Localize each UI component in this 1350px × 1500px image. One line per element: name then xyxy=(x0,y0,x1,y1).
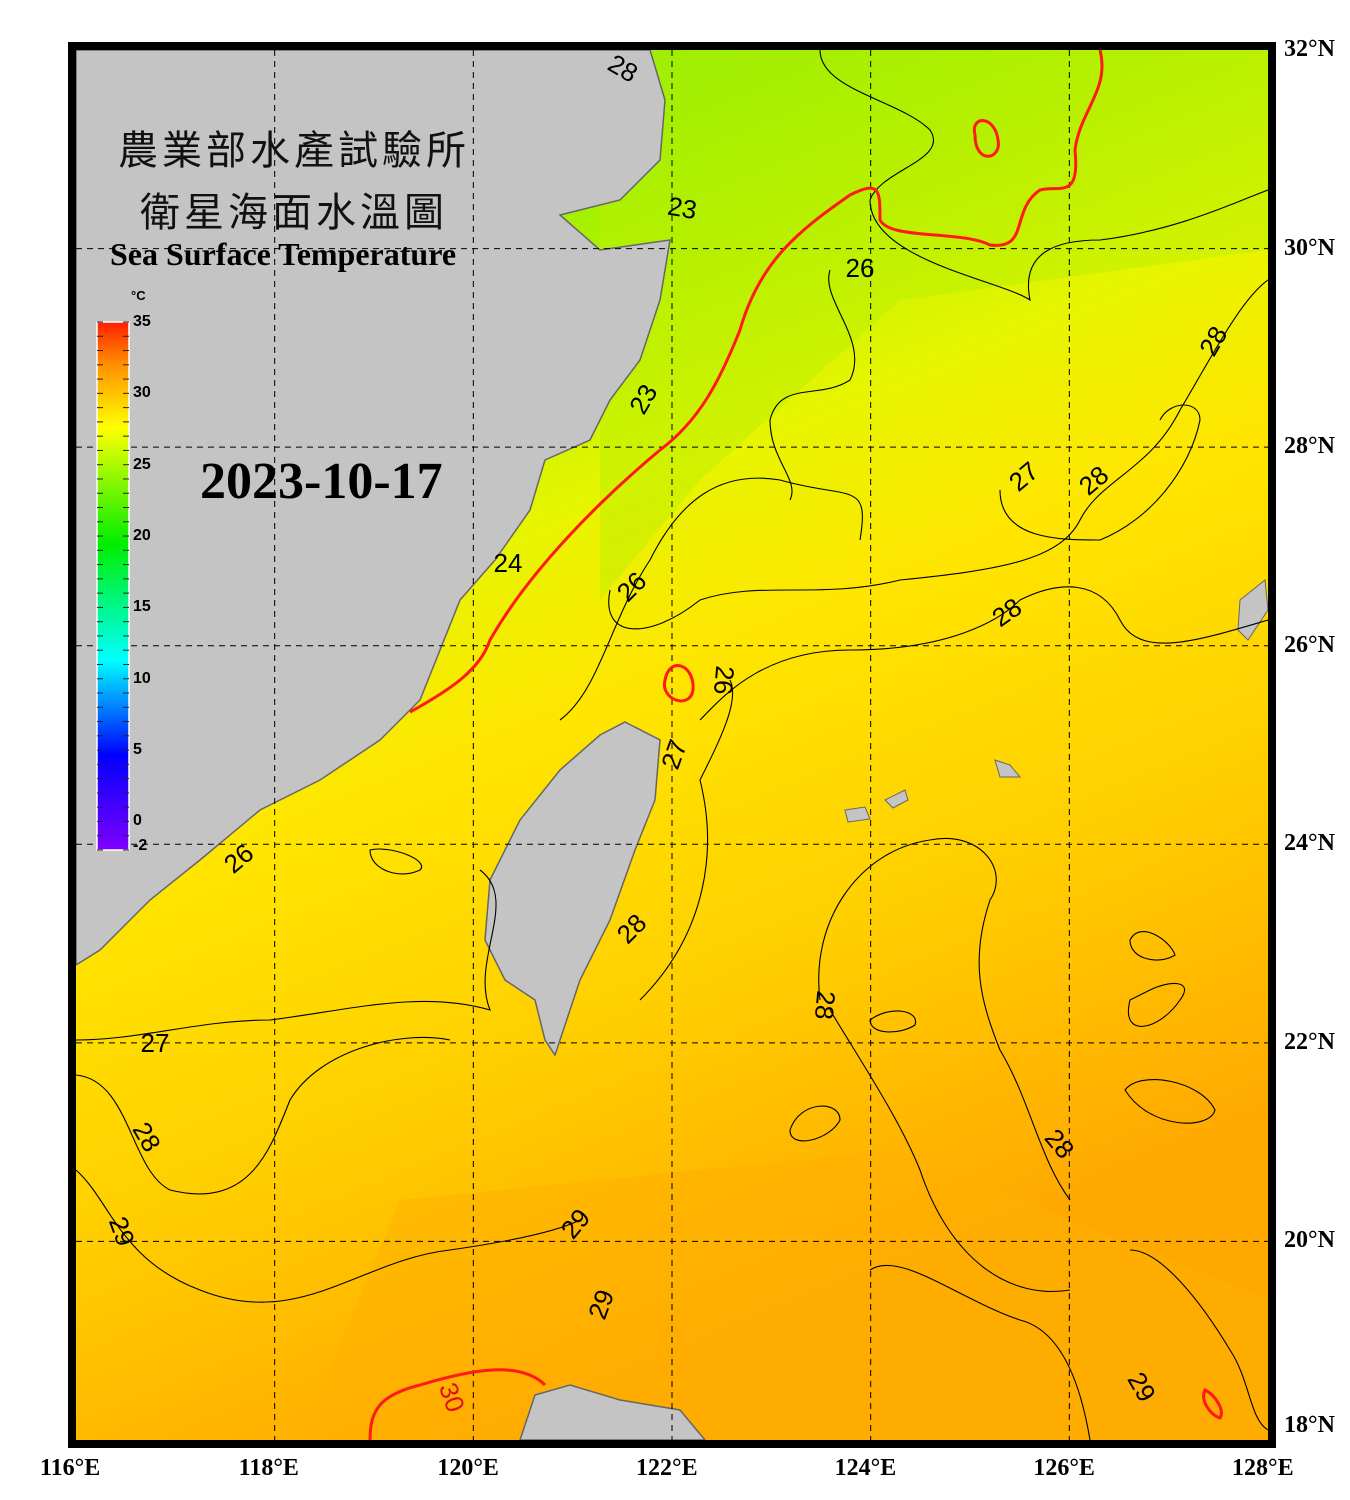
contour-label: 27 xyxy=(141,1028,170,1058)
colorbar-tick-label: 10 xyxy=(133,669,151,687)
lon-label: 126°E xyxy=(1033,1455,1095,1481)
title-english: Sea Surface Temperature xyxy=(110,236,457,272)
title-line1: 農業部水產試驗所 xyxy=(118,128,470,174)
colorbar-tick-label: 15 xyxy=(133,598,151,616)
lon-label: 128°E xyxy=(1232,1455,1294,1481)
lon-label: 124°E xyxy=(834,1455,897,1481)
lat-label: 28°N xyxy=(1284,433,1335,460)
contour-label: 26 xyxy=(708,664,740,695)
colorbar-tick-label: 20 xyxy=(133,527,151,545)
title-line2: 衛星海面水溫圖 xyxy=(140,190,448,236)
lat-label: 20°N xyxy=(1284,1227,1335,1254)
lat-label: 26°N xyxy=(1284,631,1335,658)
colorbar-tick-label: 0 xyxy=(133,812,142,830)
land-luzon xyxy=(519,1384,706,1440)
graticule xyxy=(76,50,1268,1440)
contour-label: 23 xyxy=(666,191,700,226)
colorbar-unit: °C xyxy=(131,288,146,303)
land-china xyxy=(76,50,671,966)
isotherms xyxy=(76,50,1268,1440)
lat-label: 22°N xyxy=(1284,1028,1335,1055)
lon-label: 118°E xyxy=(238,1455,299,1481)
contour-label: 24 xyxy=(494,548,523,578)
colorbar xyxy=(96,321,130,851)
map-frame xyxy=(68,42,1276,1448)
date-label: 2023-10-17 xyxy=(200,453,443,510)
colorbar-tick-label: 5 xyxy=(133,741,142,759)
lon-label: 120°E xyxy=(437,1455,499,1481)
colorbar-tick-label: 35 xyxy=(133,313,151,330)
lat-label: 18°N xyxy=(1284,1412,1335,1438)
lat-label: 32°N xyxy=(1284,36,1335,62)
colorbar-tick-label: 25 xyxy=(133,455,151,473)
isotherm-27-highlight xyxy=(368,50,1223,1440)
lat-label: 24°N xyxy=(1284,830,1335,857)
contour-label: 28 xyxy=(809,989,841,1020)
lon-label: 116°E xyxy=(40,1455,101,1481)
contour-label: 26 xyxy=(846,253,875,283)
lat-label: 30°N xyxy=(1284,234,1335,261)
colorbar-tick-label: -2 xyxy=(133,837,148,854)
land-taiwan xyxy=(484,721,661,1057)
lon-label: 122°E xyxy=(636,1455,698,1481)
colorbar-tick-label: 30 xyxy=(133,384,151,402)
